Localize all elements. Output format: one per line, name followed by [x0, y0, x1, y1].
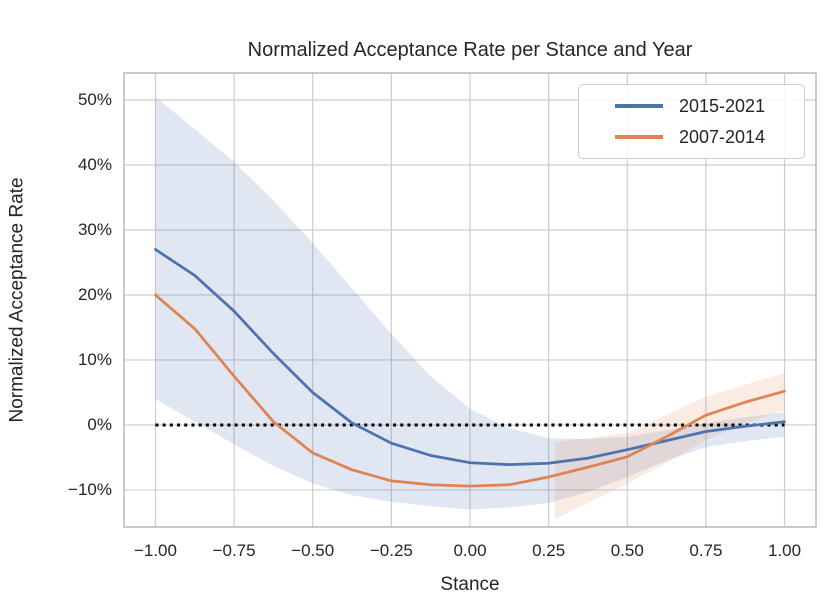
x-tick-label: −1.00 [133, 541, 177, 560]
y-tick-label: 20% [77, 284, 112, 304]
legend-item-2015-2021: 2015-2021 [615, 95, 790, 117]
y-tick-label: −10% [68, 479, 112, 499]
y-tick-label: 10% [77, 349, 112, 369]
x-tick-label: 0.75 [689, 541, 723, 560]
x-tick-label: 0.25 [532, 541, 566, 560]
x-tick-label: 0.50 [610, 541, 644, 560]
x-axis-label: Stance [440, 574, 500, 595]
x-tick-label: 1.00 [767, 541, 802, 560]
legend-label: 2007-2014 [679, 127, 766, 147]
y-axis-label-text: Normalized Acceptance Rate [6, 177, 28, 423]
legend-line-swatch-orange [615, 135, 663, 139]
chart-title: Normalized Acceptance Rate per Stance an… [247, 39, 693, 61]
legend-line-swatch-blue [615, 104, 663, 108]
y-tick-label: 0% [87, 414, 112, 434]
x-tick-label: −0.50 [291, 541, 335, 560]
x-tick-label: −0.75 [212, 541, 256, 560]
legend-label: 2015-2021 [679, 96, 766, 116]
legend: 2015-2021 2007-2014 [578, 84, 805, 159]
y-tick-label: 50% [77, 89, 112, 109]
legend-item-2007-2014: 2007-2014 [615, 126, 790, 148]
x-tick-label: 0.00 [453, 541, 487, 560]
x-tick-label: −0.25 [369, 541, 413, 560]
y-tick-label: 40% [77, 154, 112, 174]
y-tick-label: 30% [77, 219, 112, 239]
